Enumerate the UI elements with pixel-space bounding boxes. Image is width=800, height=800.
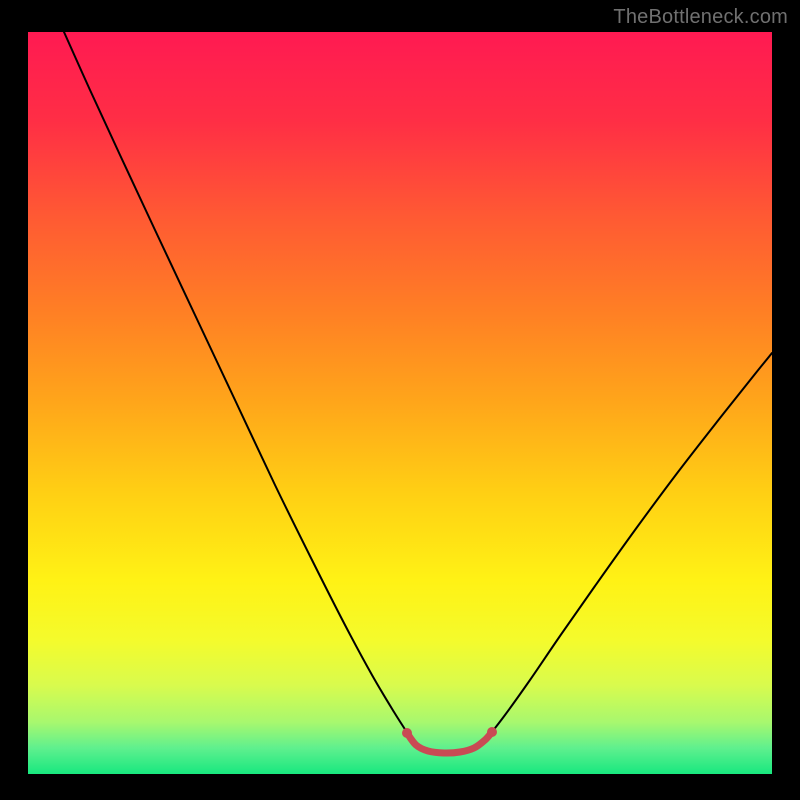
watermark-text: TheBottleneck.com <box>613 6 788 29</box>
marker-end-right <box>487 727 497 737</box>
marker-end-left <box>402 728 412 738</box>
chart-stage: TheBottleneck.com <box>0 0 800 800</box>
bottleneck-chart <box>0 0 800 800</box>
gradient-background <box>28 32 772 774</box>
